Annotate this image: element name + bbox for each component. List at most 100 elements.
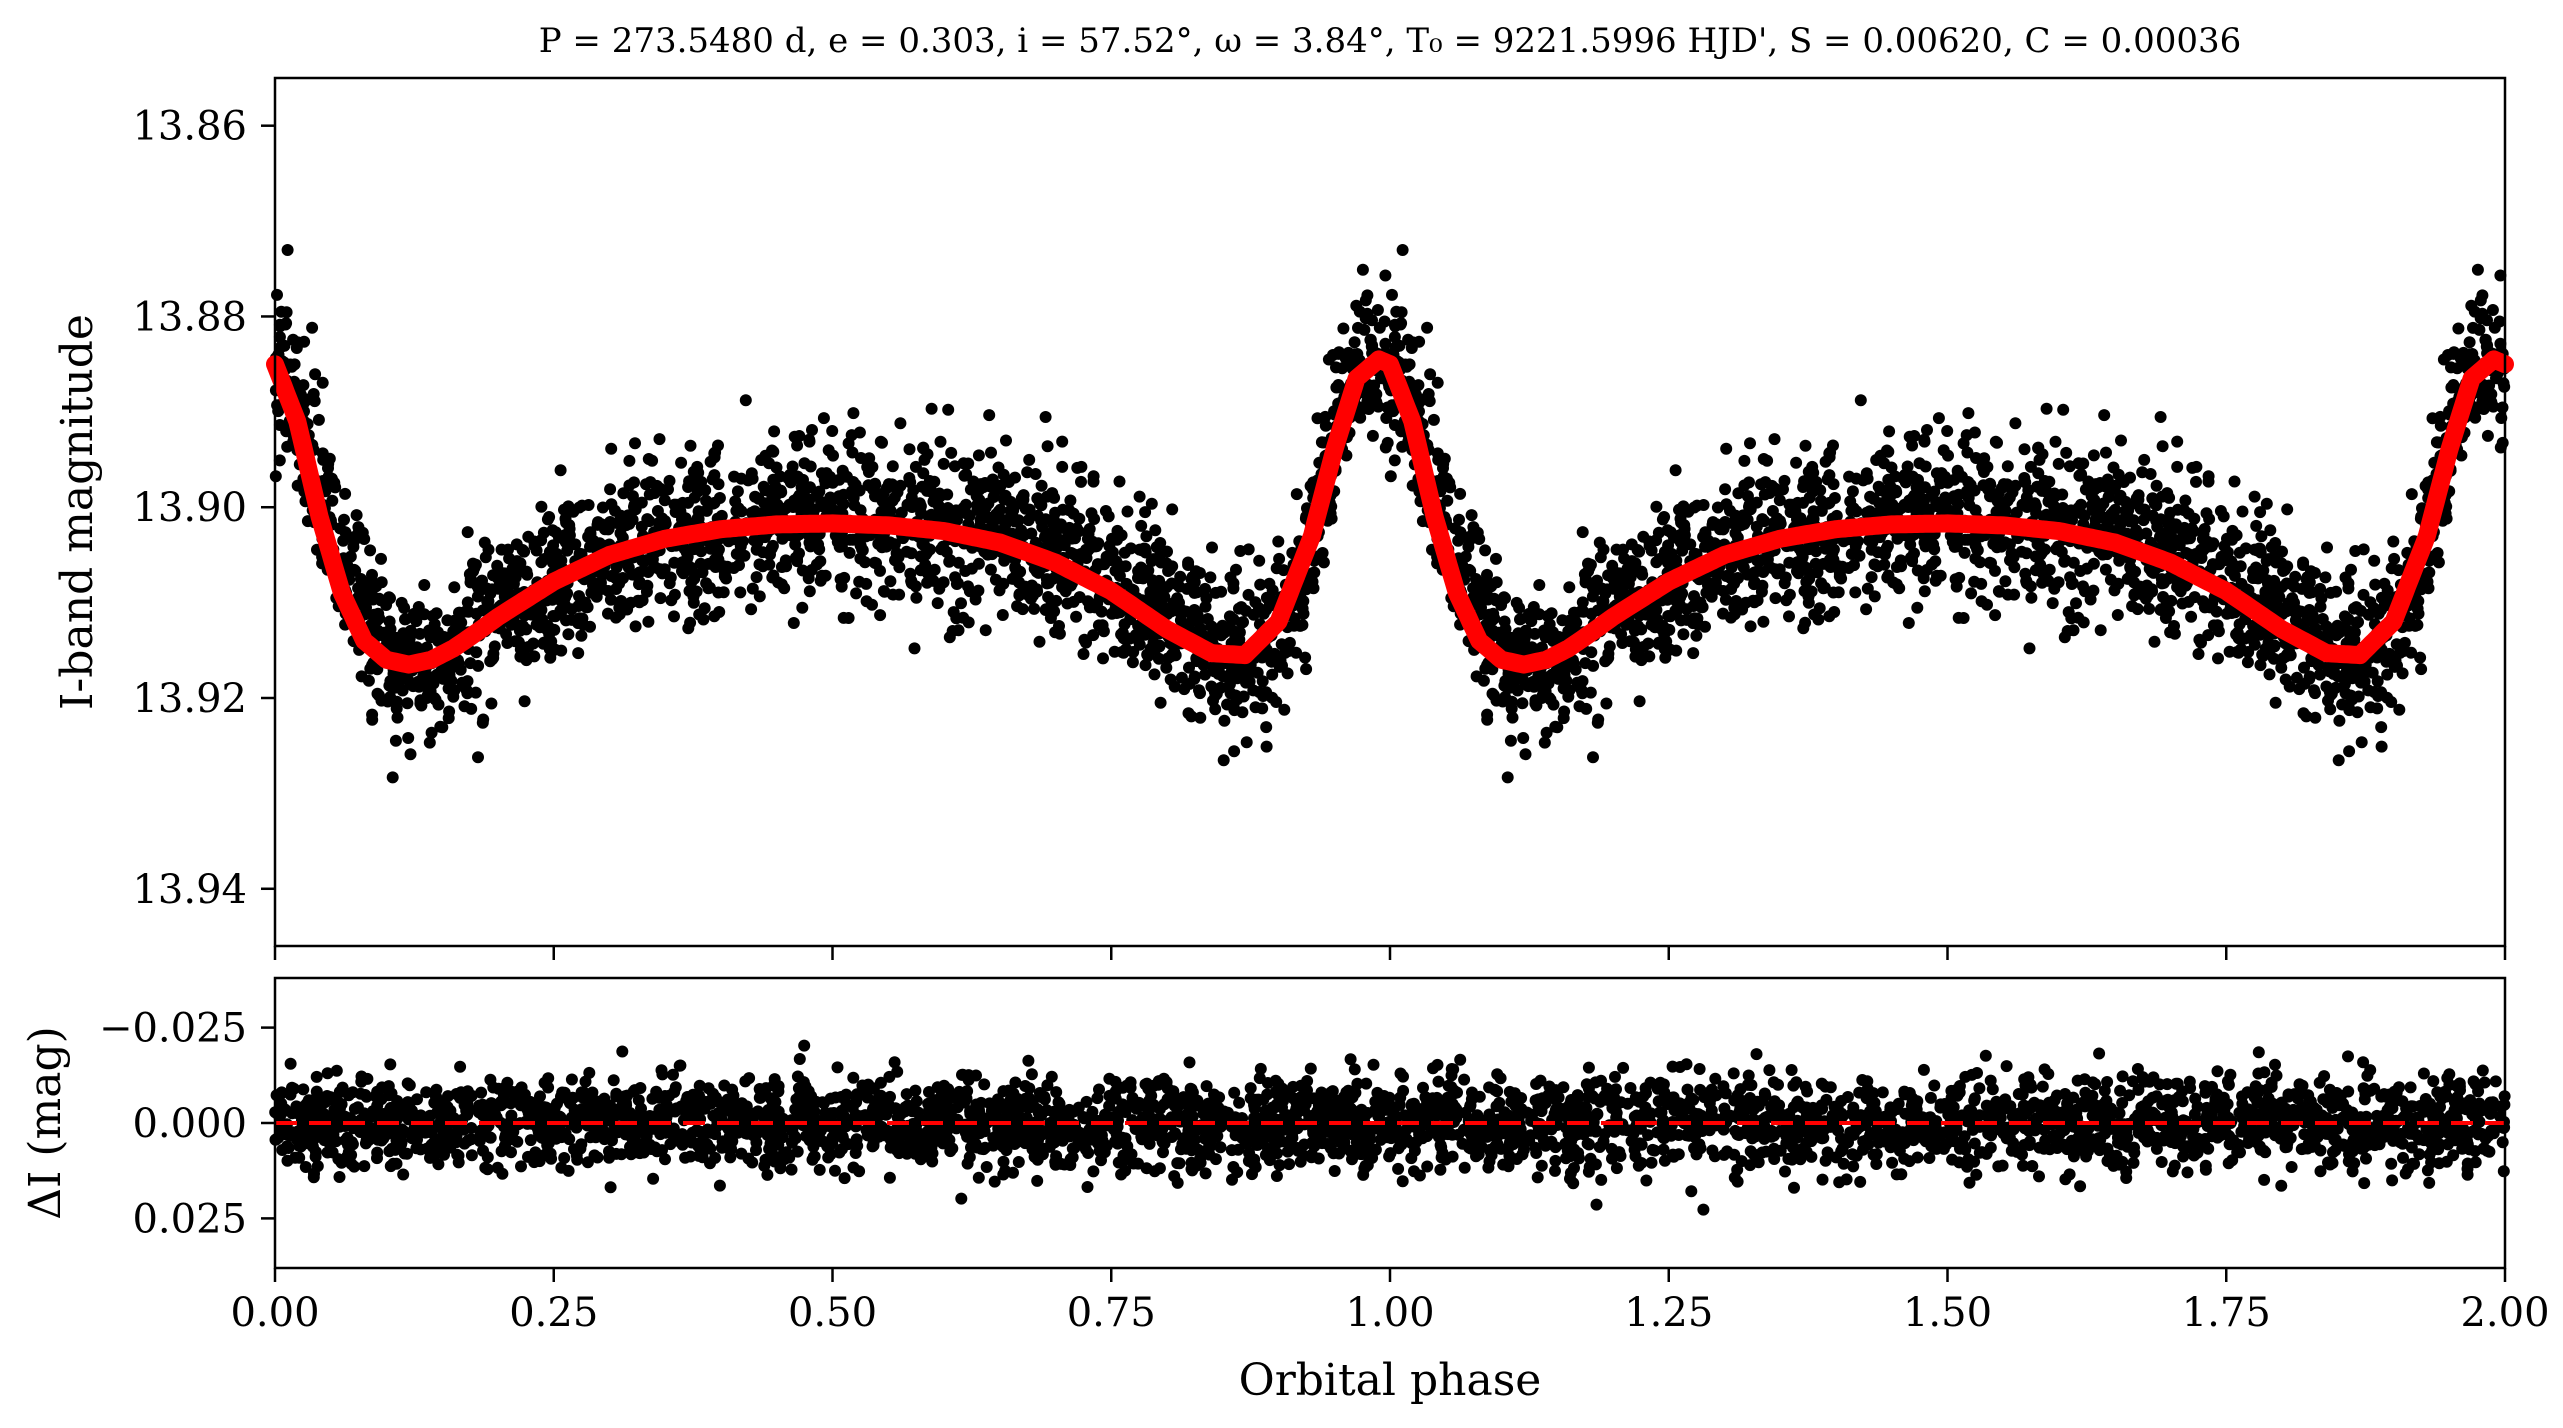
observation-point: [1927, 538, 1940, 551]
observation-point: [2426, 412, 2439, 425]
observation-point: [595, 518, 608, 531]
observation-point: [643, 488, 656, 501]
observation-point: [1247, 684, 1260, 697]
observation-point: [402, 732, 415, 744]
observation-point: [1757, 615, 1770, 628]
observation-point: [860, 577, 873, 590]
observation-point: [2393, 703, 2406, 716]
observation-point: [1717, 607, 1729, 620]
observation-point: [2260, 497, 2273, 510]
observation-point: [2487, 400, 2500, 413]
observation-point: [2421, 575, 2434, 588]
observation-point: [1115, 529, 1128, 542]
residual-point: [978, 1078, 991, 1091]
observation-point: [366, 568, 378, 581]
observation-point: [2463, 348, 2476, 361]
observation-point: [1650, 500, 1663, 513]
observation-point: [1860, 467, 1873, 480]
observation-point: [1479, 544, 1492, 557]
observation-point: [1846, 485, 1859, 498]
observation-point: [915, 507, 928, 520]
observation-point: [2102, 491, 2115, 503]
observation-point: [2378, 577, 2391, 590]
observation-point: [2202, 475, 2215, 488]
observation-point: [1133, 490, 1146, 503]
observation-point: [2308, 684, 2320, 697]
observation-point: [2255, 530, 2268, 543]
observation-point: [1042, 576, 1055, 589]
observation-point: [486, 653, 499, 666]
observation-point: [1942, 449, 1954, 462]
observation-point: [427, 677, 440, 690]
observation-point: [1824, 561, 1837, 573]
observation-point: [1890, 578, 1903, 591]
observation-point: [1071, 461, 1084, 474]
top-y-axis-label: I-band magnitude: [52, 314, 103, 710]
observation-point: [386, 771, 399, 784]
observation-point: [1558, 705, 1571, 718]
observation-point: [886, 460, 899, 473]
observation-point: [561, 544, 574, 557]
observation-point: [2019, 476, 2032, 489]
observation-point: [1629, 619, 1642, 632]
observation-point: [1188, 670, 1201, 683]
observation-point: [312, 413, 325, 426]
observation-point: [2138, 453, 2151, 466]
observation-point: [2075, 498, 2087, 511]
observation-point: [1481, 713, 1494, 726]
observation-point: [2469, 411, 2482, 424]
observation-point: [1658, 643, 1671, 656]
observation-point: [1388, 331, 1401, 343]
observation-point: [476, 716, 489, 729]
observation-point: [1999, 575, 2012, 588]
observation-point: [1697, 499, 1710, 511]
observation-point: [1356, 263, 1369, 276]
observation-point: [2345, 563, 2357, 576]
observation-point: [877, 487, 890, 500]
observation-point: [1991, 541, 2003, 554]
observation-point: [965, 562, 978, 575]
observation-point: [1709, 576, 1722, 589]
observation-point: [1699, 533, 1712, 546]
observation-point: [1395, 306, 1408, 319]
observation-point: [2260, 555, 2273, 567]
residual-point: [1200, 1080, 1213, 1093]
observation-point: [969, 593, 982, 606]
observation-point: [702, 582, 715, 595]
observation-point: [698, 602, 711, 615]
observation-point: [1950, 540, 1963, 553]
observation-point: [629, 503, 642, 516]
observation-point: [1631, 544, 1644, 556]
observation-point: [1249, 701, 1262, 714]
observation-point: [668, 588, 681, 601]
observation-point: [1378, 315, 1391, 328]
observation-point: [1427, 413, 1440, 426]
observation-point: [2065, 510, 2078, 523]
observation-point: [2368, 554, 2381, 567]
observation-point: [1690, 629, 1703, 642]
observation-point: [1603, 640, 1616, 653]
observation-point: [572, 647, 585, 660]
observation-point: [1579, 576, 1592, 589]
observation-point: [739, 394, 752, 407]
observation-point: [535, 556, 548, 569]
observation-point: [876, 541, 888, 554]
observation-point: [2192, 648, 2205, 660]
observation-point: [1934, 569, 1947, 582]
observation-point: [1860, 603, 1873, 616]
observation-point: [596, 501, 609, 514]
observation-point: [1015, 497, 1028, 510]
observation-point: [757, 480, 770, 493]
observation-point: [806, 424, 818, 436]
observation-point: [2256, 648, 2269, 661]
observation-point: [2171, 435, 2184, 448]
observation-point: [1139, 542, 1151, 555]
observation-point: [834, 494, 847, 507]
observation-point: [1883, 425, 1896, 438]
observation-point: [558, 503, 570, 516]
observation-point: [1669, 604, 1682, 617]
observation-point: [502, 576, 515, 589]
observation-point: [1609, 566, 1622, 579]
observation-point: [836, 464, 849, 477]
observation-point: [1193, 684, 1205, 697]
